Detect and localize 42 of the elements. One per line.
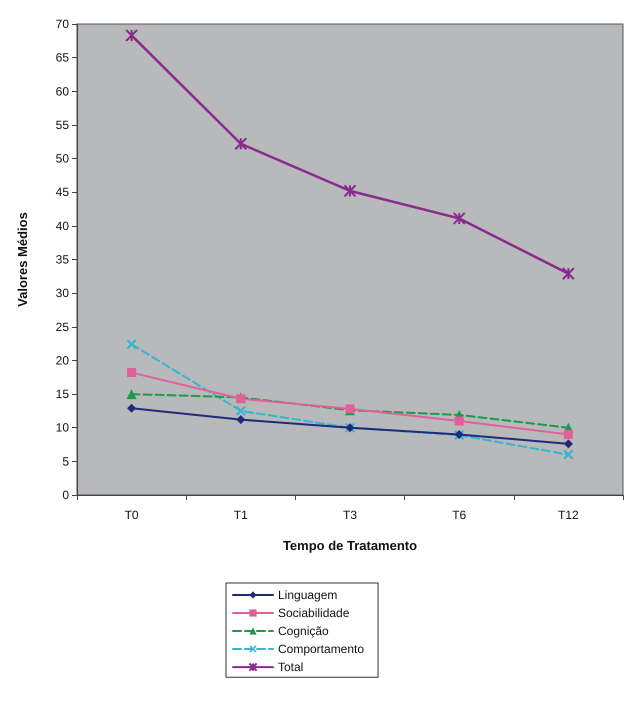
point [564, 430, 573, 439]
legend-label: Cognição [278, 624, 330, 638]
y-tick-label: 35 [56, 252, 70, 266]
y-tick-label: 0 [62, 488, 70, 502]
y-tick-label: 25 [56, 320, 70, 334]
x-axis-title: Tempo de Tratamento [282, 538, 418, 553]
point [454, 416, 464, 426]
x-tick-label: T0 [124, 508, 139, 522]
y-tick-label: 45 [56, 185, 70, 200]
y-tick-label: 5 [62, 454, 70, 468]
legend-label: Sociabilidade [278, 606, 350, 620]
x-tick-label: T3 [342, 508, 358, 522]
point [234, 137, 248, 150]
point [563, 450, 574, 460]
y-tick-label: 40 [56, 218, 70, 233]
y-tick-label: 20 [56, 353, 70, 368]
point [127, 404, 136, 413]
point [236, 415, 246, 424]
y-tick-label: 70 [56, 17, 70, 31]
y-tick-label: 60 [56, 84, 70, 98]
point [125, 28, 138, 42]
y-tick-label: 50 [56, 152, 70, 166]
y-tick-label: 30 [56, 286, 70, 300]
legend-label: Total [278, 660, 304, 674]
point [344, 184, 356, 198]
point [562, 267, 575, 280]
y-tick-label: 55 [56, 118, 70, 132]
x-tick-label: T6 [452, 508, 467, 522]
point [452, 212, 466, 225]
y-tick-label: 15 [56, 387, 70, 402]
legend-label: Linguagem [278, 588, 338, 602]
y-tick-label: 10 [56, 420, 70, 435]
point [126, 389, 137, 400]
y-axis-title: Valores Médios [15, 212, 30, 307]
point [127, 368, 136, 378]
point [236, 406, 246, 416]
x-tick-label: T12 [558, 508, 580, 522]
legend-label: Comportamento [278, 642, 364, 656]
y-tick-label: 65 [56, 50, 70, 65]
x-tick-label: T1 [234, 508, 248, 522]
point [564, 439, 573, 448]
point [126, 339, 137, 350]
